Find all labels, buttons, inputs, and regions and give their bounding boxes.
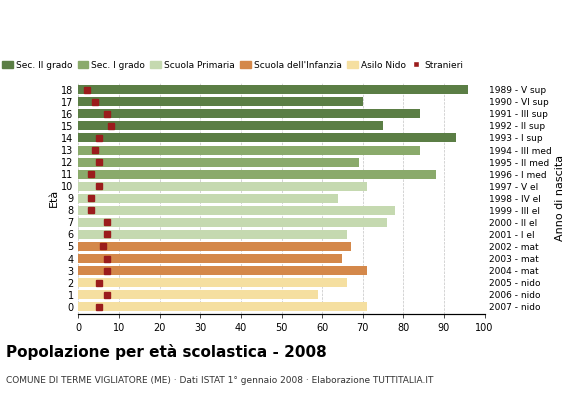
Bar	[78, 146, 419, 154]
Text: Popolazione per età scolastica - 2008: Popolazione per età scolastica - 2008	[6, 344, 327, 360]
Bar	[78, 290, 318, 299]
Bar	[78, 97, 362, 106]
Bar	[78, 109, 419, 118]
Bar	[78, 218, 387, 227]
Bar	[78, 266, 367, 275]
Bar	[78, 194, 338, 203]
Bar	[78, 170, 436, 179]
Bar	[78, 206, 395, 215]
Bar	[78, 182, 367, 191]
Legend: Sec. II grado, Sec. I grado, Scuola Primaria, Scuola dell'Infanzia, Asilo Nido, : Sec. II grado, Sec. I grado, Scuola Prim…	[0, 57, 467, 73]
Bar	[78, 254, 342, 263]
Y-axis label: Età: Età	[49, 189, 59, 207]
Text: COMUNE DI TERME VIGLIATORE (ME) · Dati ISTAT 1° gennaio 2008 · Elaborazione TUTT: COMUNE DI TERME VIGLIATORE (ME) · Dati I…	[6, 376, 433, 385]
Bar	[78, 122, 383, 130]
Bar	[78, 278, 346, 287]
Y-axis label: Anno di nascita: Anno di nascita	[555, 155, 565, 241]
Bar	[78, 242, 350, 251]
Bar	[78, 85, 469, 94]
Bar	[78, 230, 346, 239]
Bar	[78, 134, 456, 142]
Bar	[78, 158, 358, 167]
Bar	[78, 302, 367, 311]
